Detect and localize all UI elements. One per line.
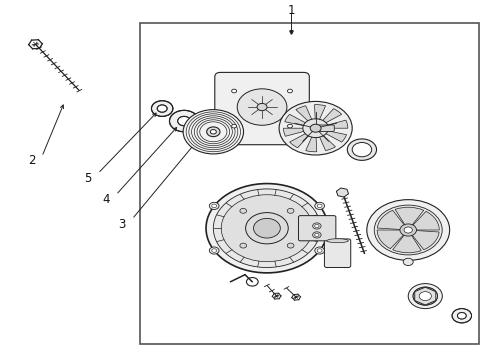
Polygon shape xyxy=(415,287,436,305)
Circle shape xyxy=(288,89,293,93)
Circle shape xyxy=(367,200,450,260)
Wedge shape xyxy=(284,128,316,136)
Circle shape xyxy=(206,184,328,273)
Circle shape xyxy=(213,189,320,267)
Circle shape xyxy=(313,223,321,229)
Circle shape xyxy=(452,309,471,323)
Text: 1: 1 xyxy=(288,4,295,17)
Circle shape xyxy=(245,213,288,244)
Wedge shape xyxy=(377,230,408,249)
Circle shape xyxy=(183,110,244,154)
Wedge shape xyxy=(316,120,348,128)
Circle shape xyxy=(315,202,324,210)
Circle shape xyxy=(315,247,324,254)
Circle shape xyxy=(315,224,319,228)
Wedge shape xyxy=(296,106,316,128)
Wedge shape xyxy=(316,128,336,150)
Circle shape xyxy=(403,258,413,266)
Wedge shape xyxy=(285,114,316,128)
Circle shape xyxy=(157,105,167,112)
Bar xyxy=(140,23,479,344)
Circle shape xyxy=(209,202,219,210)
Circle shape xyxy=(310,124,321,132)
Circle shape xyxy=(287,243,294,248)
FancyBboxPatch shape xyxy=(215,72,309,145)
Wedge shape xyxy=(408,230,439,250)
Circle shape xyxy=(210,130,217,134)
Circle shape xyxy=(279,102,352,155)
Wedge shape xyxy=(395,207,424,230)
Circle shape xyxy=(404,227,413,233)
Circle shape xyxy=(151,101,173,116)
Circle shape xyxy=(207,127,220,137)
Text: 4: 4 xyxy=(102,193,110,206)
Circle shape xyxy=(287,208,294,213)
Circle shape xyxy=(374,205,442,255)
Text: 5: 5 xyxy=(84,172,92,185)
Circle shape xyxy=(400,224,416,236)
Circle shape xyxy=(315,233,319,237)
Circle shape xyxy=(178,116,191,126)
FancyBboxPatch shape xyxy=(324,239,351,267)
Circle shape xyxy=(419,292,431,301)
Text: 2: 2 xyxy=(28,154,36,167)
Wedge shape xyxy=(315,105,325,128)
Text: 3: 3 xyxy=(119,218,126,231)
Wedge shape xyxy=(392,230,421,253)
Circle shape xyxy=(253,219,280,238)
Circle shape xyxy=(221,195,313,262)
Circle shape xyxy=(288,124,293,128)
Circle shape xyxy=(237,89,287,125)
Circle shape xyxy=(458,312,466,319)
Circle shape xyxy=(232,89,237,93)
Circle shape xyxy=(413,287,438,305)
Circle shape xyxy=(232,124,237,128)
Polygon shape xyxy=(336,188,348,197)
Circle shape xyxy=(240,243,246,248)
Circle shape xyxy=(170,111,199,132)
Wedge shape xyxy=(316,128,346,142)
Wedge shape xyxy=(316,109,342,128)
Ellipse shape xyxy=(327,239,348,243)
Circle shape xyxy=(240,208,246,213)
Circle shape xyxy=(317,204,322,208)
Circle shape xyxy=(212,204,217,208)
Circle shape xyxy=(347,139,376,160)
Circle shape xyxy=(303,119,328,138)
FancyBboxPatch shape xyxy=(298,216,336,241)
Wedge shape xyxy=(377,210,408,230)
Circle shape xyxy=(352,143,372,157)
Wedge shape xyxy=(306,128,317,152)
Wedge shape xyxy=(408,211,439,230)
Circle shape xyxy=(408,284,442,309)
Circle shape xyxy=(317,249,322,252)
Circle shape xyxy=(313,232,321,238)
Circle shape xyxy=(209,247,219,254)
Circle shape xyxy=(257,103,267,111)
FancyBboxPatch shape xyxy=(318,125,334,131)
Wedge shape xyxy=(290,128,316,148)
Circle shape xyxy=(212,249,217,252)
